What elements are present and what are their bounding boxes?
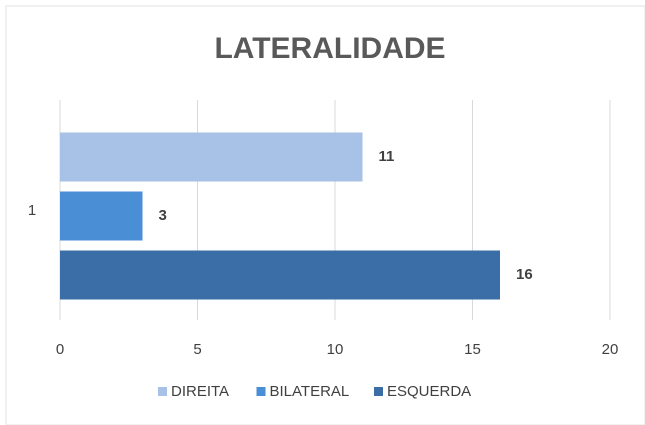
- y-tick-label: 1: [28, 202, 36, 219]
- bar: [60, 250, 500, 300]
- x-tick-label: 20: [602, 341, 619, 358]
- data-label: 16: [516, 266, 533, 283]
- x-tick-label: 0: [56, 341, 64, 358]
- legend-swatch: [256, 387, 266, 396]
- legend-label: DIREITA: [171, 383, 229, 400]
- x-tick-label: 15: [464, 341, 481, 358]
- data-label: 11: [379, 148, 395, 165]
- bar: [60, 132, 363, 182]
- legend-swatch: [158, 387, 167, 396]
- bar: [60, 191, 143, 241]
- legend-label: BILATERAL: [270, 383, 350, 400]
- x-tick-label: 5: [193, 341, 201, 358]
- data-label: 3: [159, 207, 167, 224]
- x-tick-label: 10: [327, 341, 344, 358]
- legend-label: ESQUERDA: [387, 383, 471, 400]
- chart-title: LATERALIDADE: [214, 32, 445, 65]
- legend-swatch: [374, 387, 383, 396]
